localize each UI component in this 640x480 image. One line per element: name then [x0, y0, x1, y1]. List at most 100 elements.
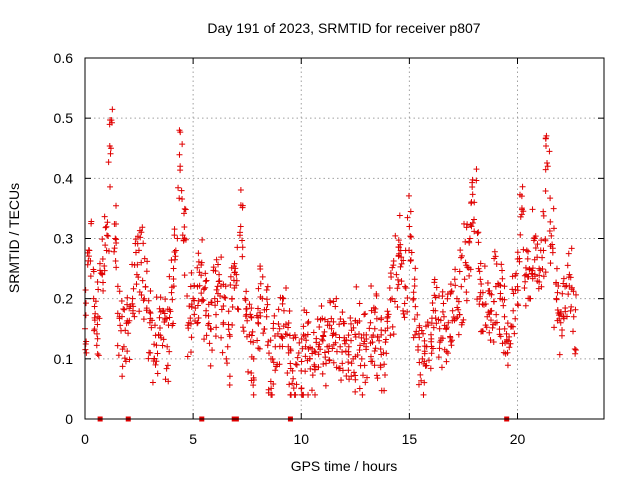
data-point-cloud — [408, 233, 415, 240]
data-point-cloud — [368, 282, 375, 289]
data-point-cloud — [179, 232, 186, 239]
data-point-cloud — [100, 287, 107, 294]
data-point-cloud — [102, 224, 109, 231]
data-point-cloud — [477, 276, 484, 283]
data-point-cloud — [421, 358, 428, 365]
data-point-cloud — [455, 298, 462, 305]
data-point-cloud — [179, 141, 186, 148]
data-point-cloud — [254, 337, 261, 344]
data-point-cloud — [315, 364, 322, 371]
data-point-cloud — [443, 324, 450, 331]
data-point-cloud — [348, 337, 355, 344]
data-point-cloud — [300, 323, 307, 330]
data-point-cloud — [265, 350, 272, 357]
data-point-cloud — [421, 379, 428, 386]
data-point-cloud — [200, 297, 207, 304]
data-point-cloud — [95, 352, 102, 359]
data-point-cloud — [280, 295, 287, 302]
data-point-cloud — [525, 248, 532, 255]
data-point-cloud — [362, 310, 369, 317]
data-point-cloud — [289, 380, 296, 387]
data-point-cloud — [121, 306, 128, 313]
data-point-cloud — [279, 335, 286, 342]
data-point-cloud — [88, 218, 95, 225]
data-point-cloud — [373, 372, 380, 379]
data-point-cloud — [226, 381, 233, 388]
data-point-cloud — [490, 338, 497, 345]
data-point-cloud — [176, 151, 183, 158]
data-point-cloud — [469, 176, 476, 183]
data-point-cloud — [202, 278, 209, 285]
data-point-cloud — [554, 289, 561, 296]
data-point-cloud — [503, 330, 510, 337]
data-point-cloud — [123, 320, 130, 327]
data-point-cloud — [407, 256, 414, 263]
data-point-cloud — [166, 348, 173, 355]
data-point-cloud — [312, 391, 319, 398]
data-point-cloud — [381, 387, 388, 394]
data-point-cloud — [517, 231, 524, 238]
data-point-cloud — [233, 282, 240, 289]
data-point-cloud — [350, 324, 357, 331]
data-point-cloud — [466, 239, 473, 246]
data-point-cloud — [396, 212, 403, 219]
data-point-cloud — [231, 269, 238, 276]
data-point-cloud — [248, 369, 255, 376]
data-point-cloud — [370, 332, 377, 339]
data-point-cloud — [564, 262, 571, 269]
data-point-cloud — [521, 285, 528, 292]
data-point-cloud — [496, 331, 503, 338]
data-point-cloud — [290, 385, 297, 392]
data-point-cloud — [345, 359, 352, 366]
data-point-cloud — [264, 342, 271, 349]
data-point-cloud — [389, 323, 396, 330]
data-point-cloud — [366, 325, 373, 332]
data-point-cloud — [166, 306, 173, 313]
y-tick-label: 0.4 — [54, 170, 74, 186]
data-point-cloud — [474, 296, 481, 303]
data-point-cloud — [194, 320, 201, 327]
data-point-cloud — [463, 289, 470, 296]
data-point-cloud — [184, 293, 191, 300]
data-point-cloud — [330, 330, 337, 337]
data-point-cloud — [107, 150, 114, 157]
data-point-cloud — [348, 320, 355, 327]
data-point-cloud — [361, 362, 368, 369]
data-point-cloud — [491, 255, 498, 262]
data-point-cloud — [556, 351, 563, 358]
data-point-cloud — [357, 342, 364, 349]
data-point-cloud — [538, 237, 545, 244]
data-point — [501, 313, 508, 320]
data-point-cloud — [509, 273, 516, 280]
data-point-cloud — [151, 341, 158, 348]
data-point — [376, 337, 383, 344]
data-point-cloud — [276, 361, 283, 368]
data-point-cloud — [237, 202, 244, 209]
data-point-cloud — [526, 266, 533, 273]
data-point-cloud — [154, 350, 161, 357]
data-point-cloud — [503, 338, 510, 345]
data-point-cloud — [348, 360, 355, 367]
data-point-cloud — [263, 296, 270, 303]
data-point-cloud — [319, 336, 326, 343]
data-point-cloud — [487, 337, 494, 344]
data-point-cloud — [363, 331, 370, 338]
data-point-cloud — [548, 232, 555, 239]
data-point-cloud — [499, 267, 506, 274]
data-point-cloud — [247, 311, 254, 318]
data-point-cloud — [107, 183, 114, 190]
data-point-cloud — [343, 336, 350, 343]
data-point-cloud — [119, 313, 125, 320]
data-point-cloud — [391, 298, 398, 305]
data-point-cloud — [192, 305, 199, 312]
data-point-cloud — [565, 274, 572, 281]
data-point-cloud — [229, 304, 236, 311]
data-point-cloud — [166, 314, 173, 321]
data-point-cloud — [260, 330, 267, 337]
data-point-cloud — [418, 327, 425, 334]
data-point-cloud — [287, 365, 294, 372]
data-point-cloud — [439, 335, 446, 342]
data-point-cloud — [345, 367, 352, 374]
data-point — [337, 343, 344, 350]
